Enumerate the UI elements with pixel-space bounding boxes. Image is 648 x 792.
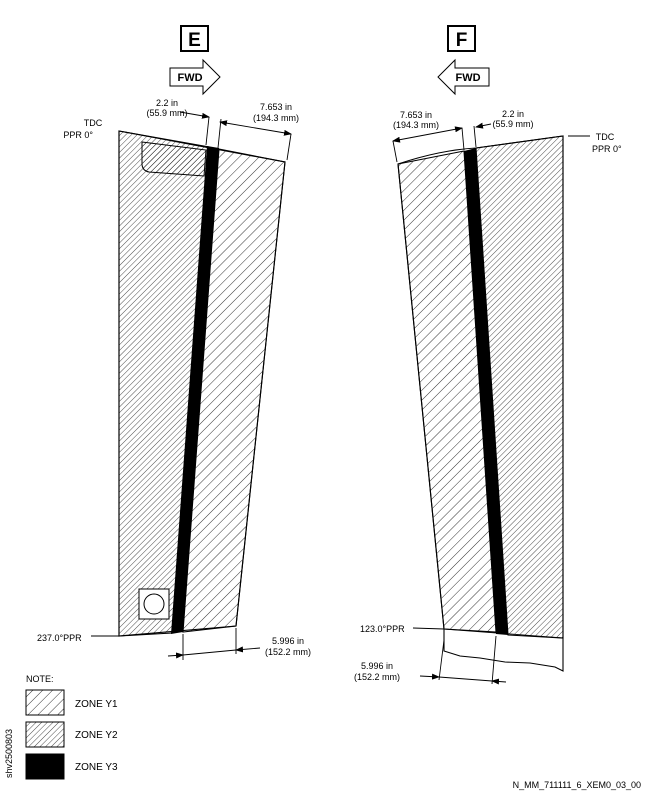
ppr-zero-label-f: PPR 0°	[592, 144, 622, 154]
dim-bottom-arrow1-f	[419, 673, 440, 680]
zone-y3-strip-f	[464, 148, 508, 635]
side-reference-code: shv2500803	[4, 729, 14, 778]
dim-small-ext2-f	[473, 125, 477, 148]
tdc-label-f: TDC	[596, 132, 615, 142]
dim-bottom-in-f: 5.996 in	[361, 661, 393, 671]
fwd-arrow-left: FWD	[437, 58, 490, 96]
dim-bottom-mm-f: (152.2 mm)	[354, 672, 400, 682]
view-letter-f: F	[456, 30, 468, 51]
legend-swatch-y2	[25, 721, 65, 748]
dim-small-leader-e	[179, 111, 210, 119]
dim-large-ext-f	[392, 140, 398, 163]
dim-large-ext-e	[286, 133, 292, 161]
tdc-label-e: TDC	[84, 118, 103, 128]
blade-outline-e	[118, 130, 286, 637]
dim-large-mm-e: (194.3 mm)	[253, 113, 299, 123]
legend-swatch-y3	[25, 753, 65, 780]
dim-bottom-arrow2-e	[235, 646, 261, 653]
dim-small-mm-f: (55.9 mm)	[492, 119, 533, 129]
dim-bottom-line-f	[438, 676, 493, 682]
view-letter-e: E	[188, 30, 201, 51]
dim-small-leader-f	[475, 122, 492, 129]
dim-bottom-mm-e: (152.2 mm)	[265, 647, 311, 657]
fwd-label-e: FWD	[177, 72, 202, 84]
legend-label-y1: ZONE Y1	[75, 699, 118, 710]
legend-swatch-y1	[25, 689, 65, 716]
fwd-label-f: FWD	[455, 72, 480, 84]
angle-label-e: 237.0°PPR	[37, 633, 82, 643]
dim-large-mm-f: (194.3 mm)	[393, 120, 439, 130]
zone-y3-strip-e	[171, 146, 219, 634]
angle-label-f: 123.0°PPR	[360, 624, 405, 634]
dim-large-line-e	[219, 120, 292, 136]
view-letter-box-f: F	[447, 25, 476, 52]
view-e: E FWD TDC PPR 0° 2.2 in (55.9 mm)	[37, 25, 311, 660]
angle-leader-f	[412, 627, 445, 630]
dim-large-in-e: 7.653 in	[260, 102, 292, 112]
dim-bottom-line-e	[182, 649, 237, 656]
blade-outline-f	[397, 135, 564, 672]
fwd-arrow-right: FWD	[169, 58, 221, 96]
dim-small-ext1-f	[461, 127, 465, 151]
ppr-zero-label-e: PPR 0°	[63, 130, 93, 140]
dim-small-in-f: 2.2 in	[502, 109, 524, 119]
legend: NOTE: ZONE Y1 ZONE Y2 ZONE Y3	[25, 674, 118, 780]
dim-small-ext1-e	[205, 116, 210, 146]
view-letter-box-e: E	[180, 25, 209, 52]
top-inset-panel-e	[141, 141, 207, 177]
dim-bottom-arrow2-f	[491, 678, 507, 685]
root-line-f	[443, 628, 564, 639]
view-f: F FWD TDC PPR 0° 7.653 in (194.3 mm) 2.2…	[354, 25, 622, 685]
dim-small-ext2-e	[217, 118, 222, 149]
dim-bottom-ext1-f	[438, 639, 445, 681]
dim-small-mm-e: (55.9 mm)	[146, 108, 187, 118]
dim-bottom-ext2-f	[491, 635, 497, 685]
dim-small-in-e: 2.2 in	[156, 98, 178, 108]
legend-note-label: NOTE:	[26, 674, 54, 684]
dim-bottom-arrow1-e	[167, 652, 184, 659]
legend-label-y3: ZONE Y3	[75, 762, 118, 773]
dim-large-line-f	[392, 126, 463, 143]
bottom-feature-e	[138, 588, 170, 620]
dim-large-in-f: 7.653 in	[400, 110, 432, 120]
legend-label-y2: ZONE Y2	[75, 730, 118, 741]
dim-bottom-in-e: 5.996 in	[272, 636, 304, 646]
footer-reference-code: N_MM_711111_6_XEM0_03_00	[513, 780, 641, 790]
